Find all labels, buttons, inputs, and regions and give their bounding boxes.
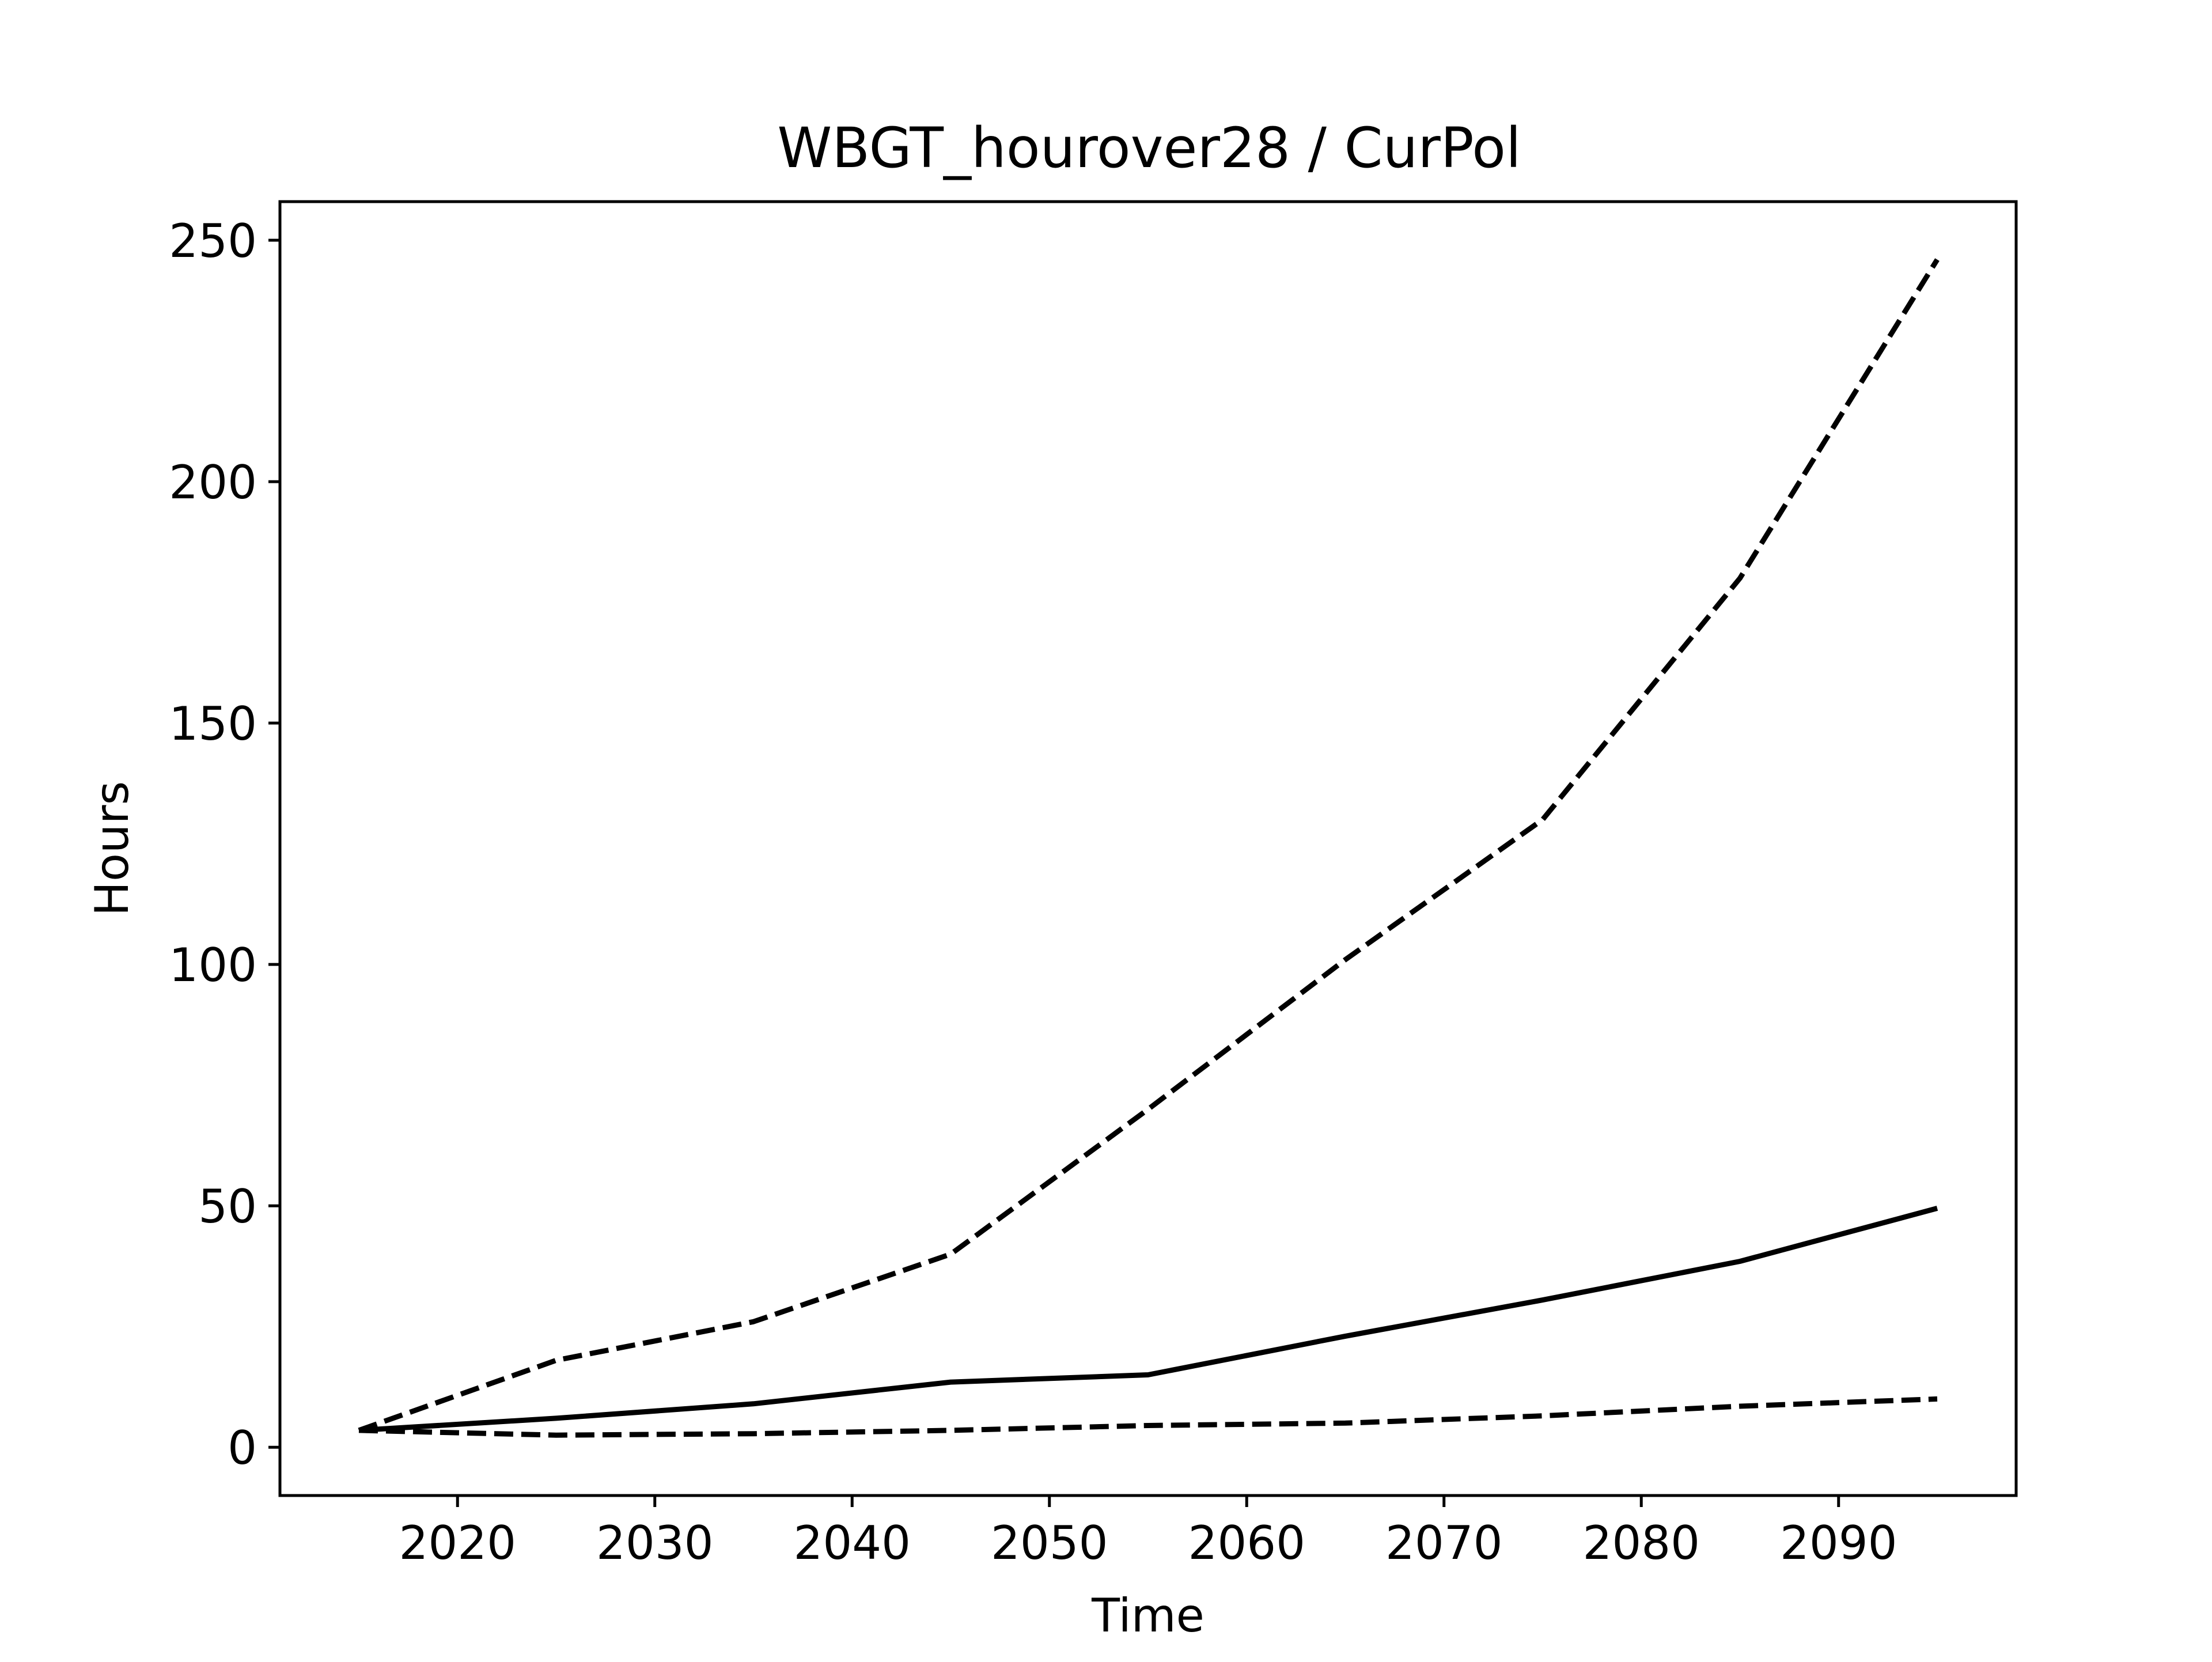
x-tick-label: 2090 [1780,1516,1897,1570]
y-tick-label: 200 [169,456,257,509]
plot-frame [278,200,2018,1497]
series-layer [358,258,1940,1438]
x-tick-label: 2050 [991,1516,1108,1570]
x-axis: 2020 2030 2040 2050 2060 2070 2080 2090 [399,1496,1897,1570]
y-tick-label: 250 [169,214,257,268]
y-axis: 0 50 100 150 200 250 [169,214,280,1475]
y-tick-label: 0 [228,1421,257,1475]
x-tick-label: 2060 [1188,1516,1305,1570]
y-tick-label: 50 [198,1180,257,1233]
x-tick-label: 2080 [1582,1516,1700,1570]
y-axis-label: Hours [85,781,139,916]
x-tick-label: 2030 [596,1516,714,1570]
chart-title: WBGT_hourover28 / CurPol [777,116,1521,180]
y-tick-label: 150 [169,697,257,751]
x-tick-label: 2020 [399,1516,516,1570]
y-tick-label: 100 [169,938,257,992]
series-line-1 [358,258,1940,1433]
series-line-3 [358,1396,1938,1438]
x-tick-label: 2070 [1385,1516,1503,1570]
x-axis-label: Time [1091,1589,1205,1642]
series-line-2 [358,1206,1938,1433]
x-tick-label: 2040 [793,1516,911,1570]
